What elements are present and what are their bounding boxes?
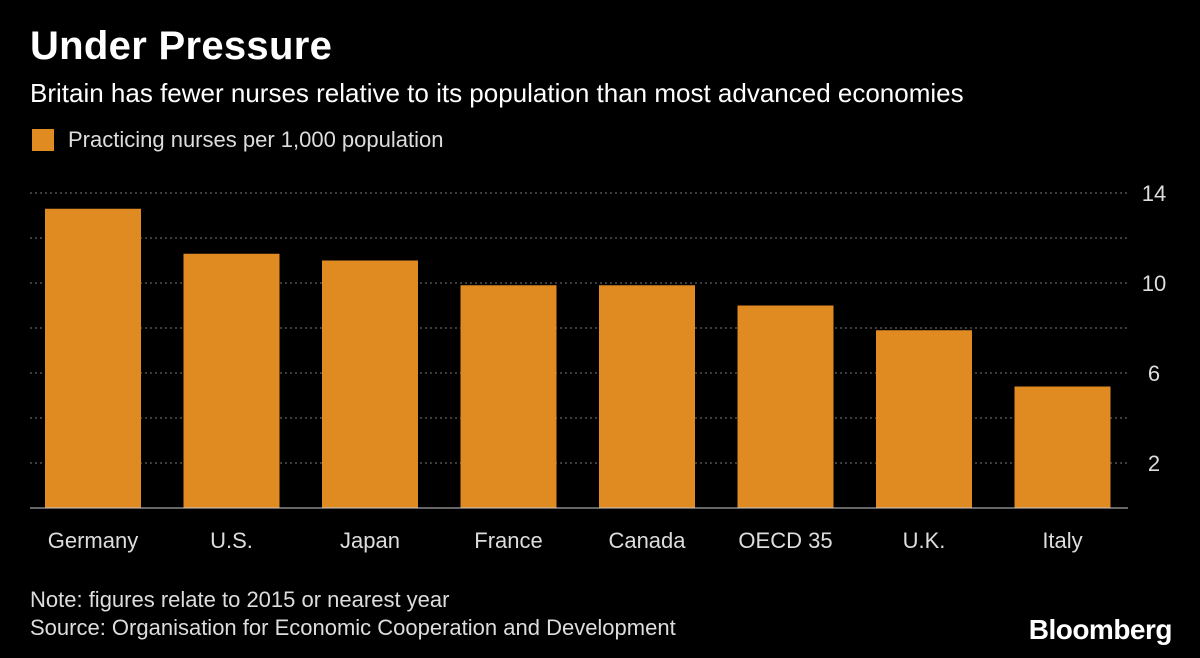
bar-oecd-35: [737, 305, 834, 508]
bar-u-s-: [183, 253, 280, 508]
x-tick-label: U.K.: [903, 528, 946, 553]
x-tick-label: Japan: [340, 528, 400, 553]
x-tick-label: Italy: [1042, 528, 1082, 553]
legend: Practicing nurses per 1,000 population: [32, 127, 443, 153]
footnote: Note: figures relate to 2015 or nearest …: [30, 587, 450, 612]
source-note: Source: Organisation for Economic Cooper…: [30, 615, 676, 640]
legend-label: Practicing nurses per 1,000 population: [68, 127, 444, 152]
y-tick-label: 2: [1148, 451, 1160, 476]
x-tick-label: Canada: [608, 528, 686, 553]
x-tick-label: OECD 35: [738, 528, 832, 553]
bar-france: [460, 285, 557, 508]
y-tick-label: 14: [1142, 181, 1166, 206]
chart-subtitle: Britain has fewer nurses relative to its…: [30, 78, 964, 108]
x-tick-label: France: [474, 528, 542, 553]
x-tick-label: Germany: [48, 528, 138, 553]
chart-title: Under Pressure: [30, 24, 333, 68]
y-tick-label: 10: [1142, 271, 1166, 296]
bar-germany: [45, 208, 141, 508]
legend-swatch: [32, 129, 54, 151]
y-tick-label: 6: [1148, 361, 1160, 386]
bar-italy: [1014, 386, 1111, 508]
x-tick-label: U.S.: [210, 528, 253, 553]
bar-japan: [322, 260, 418, 508]
brand-logo: Bloomberg: [1028, 614, 1173, 645]
bar-canada: [599, 285, 695, 508]
bar-u-k-: [876, 330, 972, 508]
